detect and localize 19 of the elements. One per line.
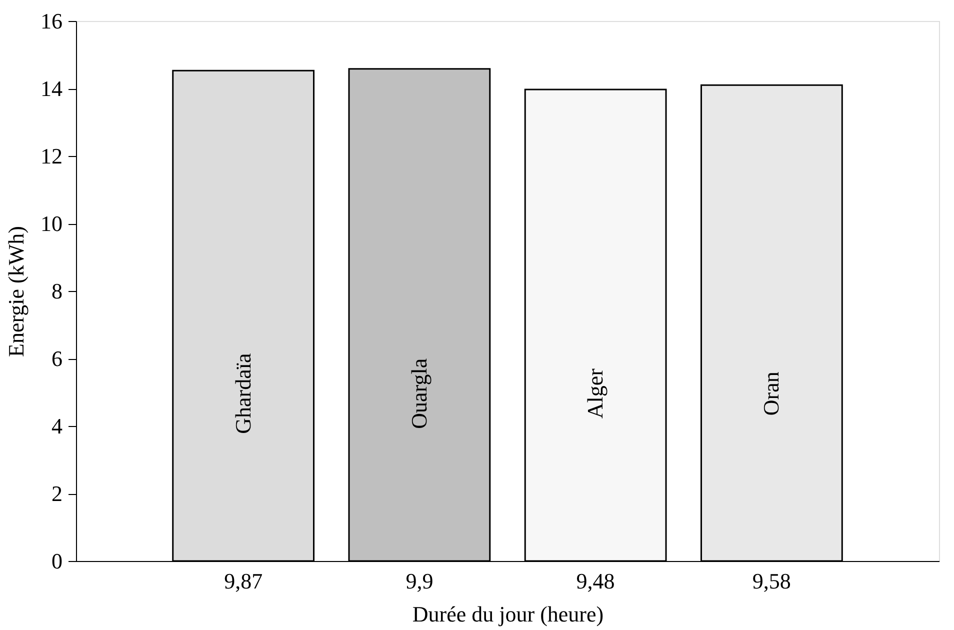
y-axis-title: Energie (kWh) bbox=[4, 226, 28, 357]
y-tick-label: 8 bbox=[52, 278, 62, 304]
y-tick-label: 12 bbox=[40, 144, 62, 168]
annotation: Ouargla bbox=[406, 358, 432, 429]
x-tick-label: 9,58 bbox=[752, 568, 791, 594]
annotation: Ghardaïa bbox=[230, 353, 256, 434]
x-axis-title: Durée du jour (heure) bbox=[412, 602, 604, 626]
annotation: Oran bbox=[758, 372, 784, 416]
annotation: Alger bbox=[582, 368, 608, 419]
y-tick-label: 0 bbox=[52, 548, 62, 574]
y-tick-label: 6 bbox=[52, 346, 62, 371]
x-tick-label: 9,9 bbox=[406, 568, 434, 594]
x-tick-label: 9,87 bbox=[224, 568, 263, 594]
x-tick-label: 9,48 bbox=[576, 568, 615, 594]
y-tick-label: 14 bbox=[40, 76, 62, 101]
y-tick-label: 16 bbox=[40, 8, 62, 34]
y-tick-label: 2 bbox=[52, 481, 62, 506]
y-tick-label: 4 bbox=[52, 414, 62, 438]
y-tick-label: 10 bbox=[40, 211, 62, 236]
